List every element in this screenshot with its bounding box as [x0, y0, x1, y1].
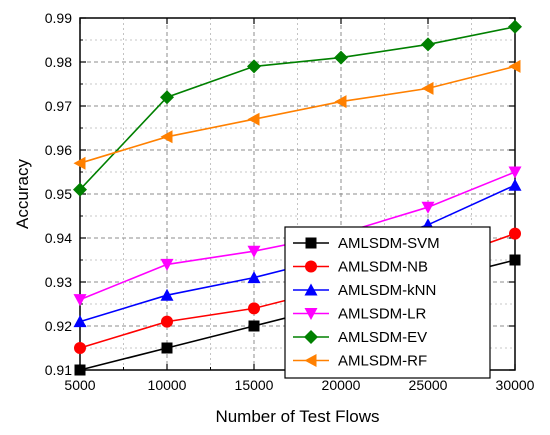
- data-point: [508, 59, 521, 73]
- data-point: [421, 81, 434, 95]
- legend-marker: [304, 308, 318, 320]
- legend-marker: [305, 237, 317, 249]
- x-tick-label: 25000: [409, 377, 448, 393]
- data-point: [73, 294, 87, 307]
- y-tick-label: 0.92: [45, 318, 72, 334]
- data-point: [73, 182, 87, 197]
- data-point: [247, 59, 261, 74]
- data-point: [508, 178, 522, 191]
- data-point: [508, 166, 522, 179]
- legend-box: [284, 226, 491, 379]
- y-tick-label: 0.97: [45, 98, 72, 114]
- series-line: [79, 26, 516, 191]
- data-point: [421, 37, 435, 52]
- series-line: [79, 65, 516, 164]
- legend-item: AMLSDM-EV: [293, 329, 427, 346]
- legend-item: AMLSDM-NB: [293, 259, 428, 276]
- legend: AMLSDM-SVM AMLSDM-NB AMLSDM-kNN AMLSDM-LR AM…: [284, 226, 491, 379]
- data-point: [247, 112, 260, 126]
- data-point: [334, 50, 348, 65]
- x-tick-label: 10000: [148, 377, 187, 393]
- series-amlsdm-ev: [73, 19, 522, 197]
- data-point: [421, 201, 435, 214]
- y-tick-label: 0.99: [45, 10, 72, 26]
- data-point: [161, 315, 173, 328]
- x-tick-label: 15000: [235, 377, 274, 393]
- x-tick-label: 20000: [322, 377, 361, 393]
- data-point: [73, 156, 86, 170]
- y-tick-label: 0.96: [45, 142, 72, 158]
- data-point: [160, 90, 174, 105]
- data-point: [161, 342, 173, 354]
- data-point: [509, 254, 521, 266]
- data-point: [248, 320, 260, 332]
- legend-item: AMLSDM-SVM: [293, 235, 440, 252]
- x-tick-label: 30000: [496, 377, 535, 393]
- legend-label: AMLSDM-SVM: [338, 235, 440, 252]
- legend-marker: [304, 330, 318, 344]
- legend-item: AMLSDM-RF: [293, 353, 427, 370]
- data-point: [247, 271, 261, 284]
- data-point: [248, 302, 260, 315]
- data-point: [508, 19, 522, 34]
- legend-label: AMLSDM-kNN: [338, 282, 436, 299]
- data-point: [160, 258, 174, 271]
- legend-item: AMLSDM-LR: [293, 306, 427, 323]
- x-tick-label: 5000: [64, 377, 95, 393]
- legend-marker: [304, 283, 318, 296]
- data-point: [509, 227, 521, 240]
- data-point: [73, 315, 87, 328]
- y-tick-label: 0.94: [45, 230, 72, 246]
- y-tick-label: 0.95: [45, 186, 72, 202]
- y-tick-label: 0.98: [45, 54, 72, 70]
- legend-label: AMLSDM-RF: [338, 353, 427, 370]
- series-amlsdm-rf: [73, 59, 521, 170]
- y-axis-title: Accuracy: [13, 159, 32, 229]
- legend-label: AMLSDM-EV: [338, 329, 427, 346]
- axis-ticks: 5000 10000 15000 20000 25000 30000 0.91 0.92 0.9…: [45, 10, 535, 393]
- data-point: [74, 364, 86, 376]
- legend-label: AMLSDM-LR: [338, 306, 427, 323]
- data-point: [74, 342, 86, 354]
- x-axis-title: Number of Test Flows: [215, 407, 379, 426]
- y-tick-label: 0.93: [45, 274, 72, 290]
- data-point: [247, 245, 261, 258]
- legend-item: AMLSDM-kNN: [293, 282, 436, 299]
- data-point: [160, 130, 173, 144]
- legend-label: AMLSDM-NB: [338, 259, 428, 276]
- data-point: [334, 95, 347, 109]
- y-tick-label: 0.91: [45, 362, 72, 378]
- legend-marker: [305, 260, 317, 273]
- data-point: [160, 288, 174, 301]
- legend-marker: [304, 354, 317, 367]
